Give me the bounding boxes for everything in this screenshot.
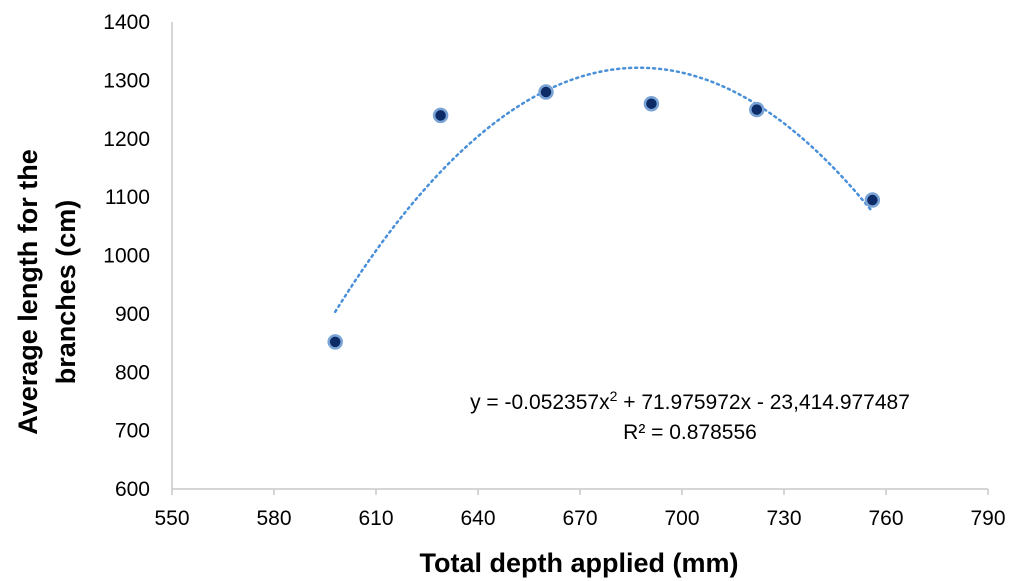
data-point (538, 84, 554, 100)
equation-prefix: y = -0.052357x (470, 391, 610, 414)
equation-power: 2 (610, 388, 618, 404)
x-tick-label: 760 (868, 507, 903, 530)
y-tick-label: 600 (115, 478, 150, 501)
trendline (333, 66, 874, 314)
x-axis-ticks: 550 580 610 640 670 700 730 760 790 (154, 489, 1006, 530)
data-point (864, 192, 881, 208)
y-tick-label: 800 (115, 361, 150, 384)
y-axis-title: Average length for the branches (cm) (13, 149, 81, 435)
x-tick-label: 730 (766, 507, 801, 530)
equation-suffix: + 71.975972x - 23,414.977487 (617, 391, 910, 414)
y-tick-label: 700 (115, 420, 150, 443)
data-point (643, 95, 660, 112)
y-tick-label: 1300 (103, 69, 150, 92)
x-tick-label: 610 (358, 507, 393, 530)
data-point (432, 107, 449, 124)
data-point (749, 101, 765, 118)
x-tick-label: 700 (664, 507, 699, 530)
data-point (327, 334, 343, 350)
y-axis-title-line-2: branches (cm) (51, 200, 81, 385)
y-tick-label: 1400 (103, 11, 150, 34)
x-axis-title: Total depth applied (mm) (420, 548, 739, 578)
x-tick-label: 790 (970, 507, 1005, 530)
y-tick-label: 1200 (103, 128, 150, 151)
x-tick-label: 550 (154, 507, 189, 530)
y-tick-label: 1100 (105, 186, 150, 209)
r-squared-label: R² = 0.878556 (623, 421, 757, 444)
x-tick-label: 580 (256, 507, 291, 530)
trendline-equation: y = -0.052357x2 + 71.975972x - 23,414.97… (470, 388, 910, 414)
y-axis-title-line-1: Average length for the (13, 149, 43, 435)
y-tick-label: 900 (115, 303, 150, 326)
x-tick-label: 640 (460, 507, 495, 530)
data-points (327, 84, 881, 350)
y-tick-label: 1000 (103, 245, 150, 268)
y-axis-ticks: 600 700 800 900 1000 1100 1200 1300 1400 (103, 11, 150, 501)
x-tick-label: 670 (562, 507, 597, 530)
